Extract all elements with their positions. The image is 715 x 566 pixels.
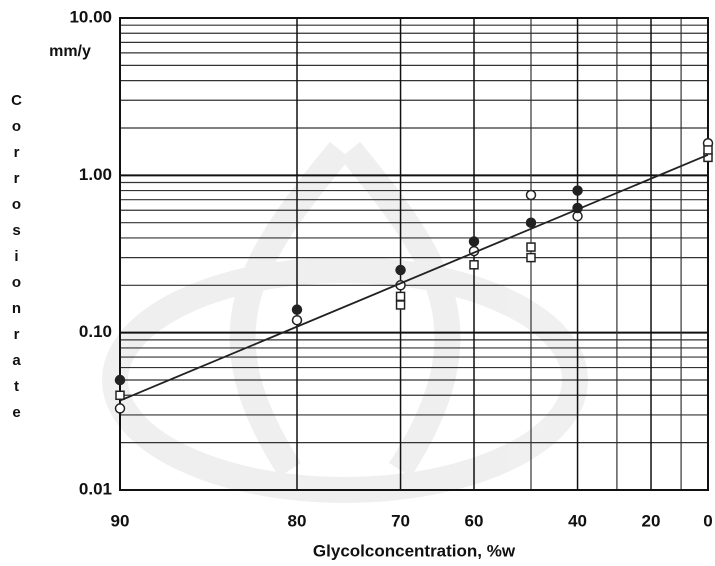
point (525, 189, 537, 201)
plot-frame (119, 17, 709, 491)
y-tick-label: 0.01 (79, 479, 112, 498)
point (469, 260, 479, 270)
point (395, 300, 406, 310)
x-tick-label: 20 (642, 511, 661, 530)
point (291, 304, 303, 315)
point (703, 145, 713, 155)
point (395, 264, 406, 276)
fit-line (119, 153, 709, 402)
point (115, 390, 125, 401)
x-tick-label: 60 (465, 511, 484, 530)
point (526, 242, 536, 252)
point (291, 314, 303, 326)
point (468, 236, 480, 247)
point (525, 217, 537, 228)
y-tick-label: 1.00 (79, 165, 112, 184)
x-tick-label: 90 (111, 511, 130, 530)
y-tick-label: 10.00 (69, 7, 112, 26)
x-tick-label: 80 (288, 511, 307, 530)
x-tick-label: 70 (391, 511, 410, 530)
point (114, 374, 126, 386)
point (526, 252, 536, 263)
x-tick-label: 40 (568, 511, 587, 530)
x-axis-label: Glycolconcentration, %w (313, 541, 516, 560)
watermark (102, 141, 588, 503)
y-tick-label: 0.10 (79, 322, 112, 341)
point (114, 403, 126, 414)
point (395, 291, 406, 302)
y-unit: mm/y (49, 43, 91, 60)
y-axis-label: Corrosionrate (8, 92, 25, 430)
x-tick-label: 0 (703, 511, 712, 530)
point (572, 185, 583, 196)
